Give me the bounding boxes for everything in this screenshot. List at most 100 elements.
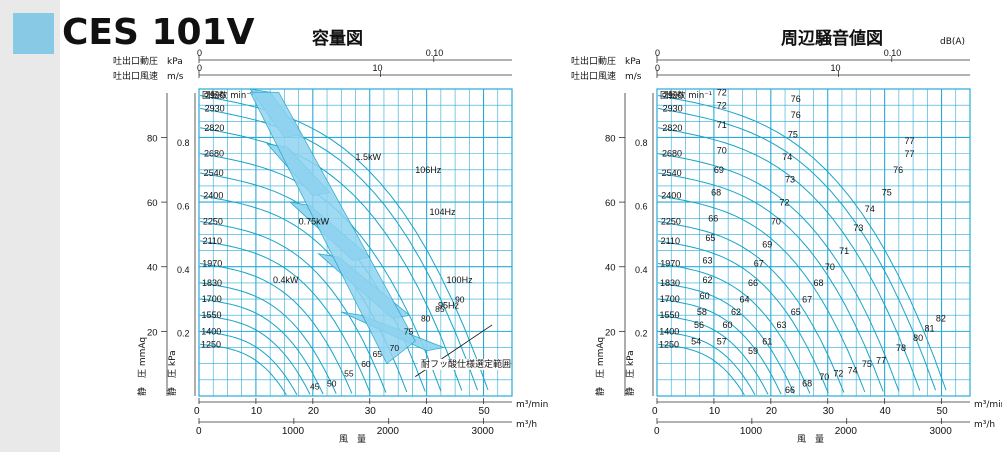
x-unit-bottom: m³/h xyxy=(516,420,537,430)
speed-curve xyxy=(658,94,947,391)
x2-tick-label: 3000 xyxy=(472,426,495,437)
x-tick-label: 0 xyxy=(194,406,200,417)
hz-value-label: 45 xyxy=(310,382,320,392)
rpm-label: 2250 xyxy=(203,216,223,226)
y-tick-kPa: 0.4 xyxy=(177,265,190,275)
y-tick-mmAq: 60 xyxy=(147,198,158,209)
speed-curve xyxy=(658,330,756,395)
rpm-label: 1830 xyxy=(202,278,222,288)
x-tick-label: 40 xyxy=(422,406,434,417)
hz-value-label: 75 xyxy=(404,327,414,337)
rpm-label: 1830 xyxy=(660,278,680,288)
x-tick-label: 40 xyxy=(880,406,892,417)
rpm-label: 2990 xyxy=(663,90,683,100)
speed-curve xyxy=(658,127,921,391)
top-axis-tick-label: 0.10 xyxy=(426,48,444,58)
chart2-unit: dB(A) xyxy=(940,37,965,47)
note-label: 耐フッ酸仕様選定範囲 xyxy=(421,358,511,370)
x-unit-bottom: m³/h xyxy=(974,420,995,430)
x2-tick-label: 2000 xyxy=(835,426,858,437)
rpm-label: 2930 xyxy=(205,103,225,113)
hz-value-label: 85 xyxy=(435,304,445,314)
sidebar-strip xyxy=(0,0,60,452)
noise-value-label: 70 xyxy=(717,146,727,156)
noise-value-label: 56 xyxy=(694,320,704,330)
noise-value-label: 76 xyxy=(791,94,801,104)
x-tick-label: 10 xyxy=(709,406,721,417)
noise-value-label: 69 xyxy=(714,165,724,175)
noise-value-label: 72 xyxy=(717,100,727,110)
top-axis-tick-label: 0 xyxy=(655,48,660,58)
y-label-mmAq: 静 圧 mmAq xyxy=(594,337,606,396)
y-label-mmAq: 静 圧 mmAq xyxy=(136,337,148,396)
noise-value-label: 77 xyxy=(905,136,915,146)
noise-value-label: 58 xyxy=(697,307,707,317)
hz-value-label: 60 xyxy=(361,359,371,369)
noise-value-label: 64 xyxy=(740,294,750,304)
speed-curve xyxy=(658,343,745,396)
noise-value-label: 74 xyxy=(782,152,792,162)
top-axis-tick-label: 10 xyxy=(373,63,383,73)
x2-tick-label: 0 xyxy=(196,426,202,437)
noise-value-label: 75 xyxy=(862,359,872,369)
x-tick-label: 50 xyxy=(479,406,491,417)
rpm-label: 1400 xyxy=(659,326,679,336)
rpm-label: 2540 xyxy=(662,168,682,178)
speed-curve xyxy=(200,240,371,394)
y-tick-mmAq: 60 xyxy=(605,198,616,209)
noise-value-label: 68 xyxy=(802,378,812,388)
top-axis-tick-label: 10 xyxy=(831,63,841,73)
noise-value-label: 78 xyxy=(896,343,906,353)
speed-curve xyxy=(658,195,866,393)
speed-curve xyxy=(658,153,900,392)
x-tick-label: 20 xyxy=(766,406,778,417)
noise-value-label: 70 xyxy=(825,262,835,272)
rpm-label: 2680 xyxy=(204,149,224,159)
speed-curve xyxy=(658,282,795,394)
hz-label: 104Hz xyxy=(429,207,456,217)
noise-value-label: 60 xyxy=(722,320,732,330)
noise-value-label: 65 xyxy=(705,233,715,243)
x2-tick-label: 2000 xyxy=(377,426,400,437)
rpm-label: 1700 xyxy=(660,294,680,304)
y-tick-kPa: 0.6 xyxy=(635,202,648,212)
rpm-label: 1970 xyxy=(660,259,680,269)
x-unit-top: m³/min xyxy=(974,400,1002,410)
noise-value-label: 66 xyxy=(708,213,718,223)
power-label: 1.5kW xyxy=(356,152,382,162)
hz-label: 95Hz xyxy=(438,301,460,311)
hz-label: 106Hz xyxy=(415,165,442,175)
y-label-kPa: 静 圧 kPa xyxy=(166,350,178,396)
speed-curve xyxy=(658,172,884,392)
x-unit-top: m³/min xyxy=(516,400,548,410)
rpm-label: 1400 xyxy=(201,326,221,336)
top-axis-label: 吐出口動圧 kPa xyxy=(113,55,183,67)
hz-value-label: 90 xyxy=(455,294,465,304)
noise-value-label: 81 xyxy=(924,323,934,333)
rpm-label: 1970 xyxy=(202,259,222,269)
speed-curve xyxy=(200,343,287,396)
power-label: 0.4kW xyxy=(273,275,299,285)
noise-value-label: 75 xyxy=(882,188,892,198)
hz-value-label: 80 xyxy=(421,314,431,324)
y-tick-mmAq: 80 xyxy=(147,133,158,144)
speed-label-title: 回転数 min⁻¹ xyxy=(202,90,254,101)
x-tick-label: 50 xyxy=(937,406,949,417)
y-label-kPa: 静 圧 kPa xyxy=(624,350,636,396)
rpm-label: 2680 xyxy=(662,149,682,159)
x-tick-label: 10 xyxy=(251,406,263,417)
chart2-title: 周辺騒音値図 xyxy=(781,28,883,49)
noise-value-label: 71 xyxy=(717,120,727,130)
noise-value-label: 63 xyxy=(703,256,713,266)
rpm-label: 2540 xyxy=(204,168,224,178)
x-tick-label: 30 xyxy=(823,406,835,417)
rpm-label: 2110 xyxy=(203,236,222,246)
rpm-label: 2400 xyxy=(661,191,681,201)
noise-chart: 吐出口動圧 kPa 0 0.10 吐出口風速 m/s 0 10 2990 2930 2820 26… xyxy=(571,48,1002,445)
speed-curve xyxy=(200,107,478,391)
speed-curve xyxy=(658,263,811,394)
noise-value-label: 74 xyxy=(865,204,875,214)
rpm-label: 1700 xyxy=(202,294,222,304)
hz-value-label: 70 xyxy=(390,343,400,353)
noise-value-label: 67 xyxy=(802,294,812,304)
